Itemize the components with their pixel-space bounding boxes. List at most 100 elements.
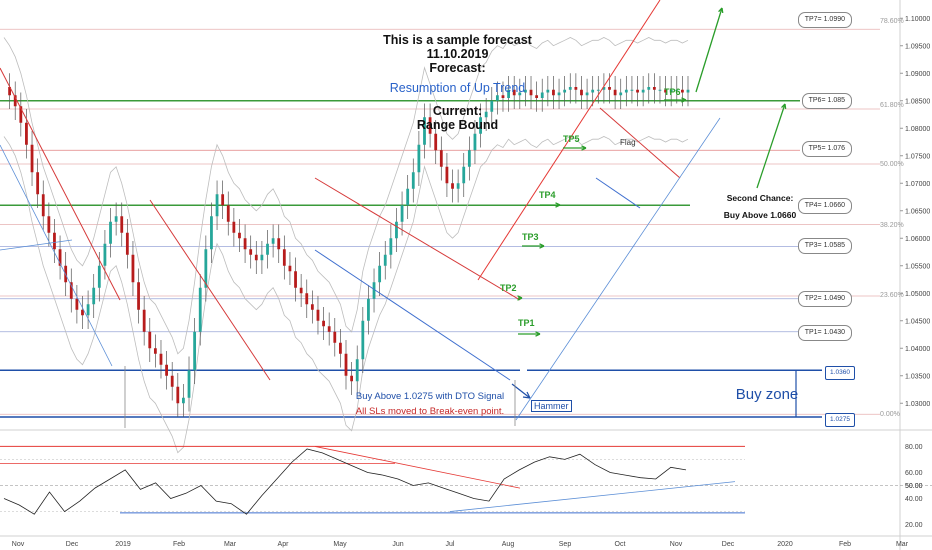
tp1-tag: TP1= 1.0430 (797, 325, 852, 341)
second-chance-arrow-head (781, 103, 787, 110)
second-chance-arrow (756, 103, 786, 189)
candle-body-78 (439, 150, 443, 167)
candle-body-90 (507, 89, 510, 98)
candle-body-55 (310, 304, 314, 310)
time-axis-label-14: 2020 (777, 541, 793, 548)
candle-body-121 (680, 89, 684, 93)
candle-body-45 (254, 254, 258, 261)
candle-body-64 (361, 320, 365, 360)
trendline-down-2 (149, 199, 271, 381)
forecast-label: Forecast: (429, 61, 486, 75)
sl-note: All SLs moved to Break-even point. (355, 406, 505, 417)
candle-body-27 (153, 348, 157, 354)
candle-body-58 (327, 326, 331, 332)
candle-body-86 (484, 111, 488, 118)
time-axis-label-16: Mar (896, 541, 909, 548)
price-axis-label-8: 1.06000 (905, 236, 930, 243)
forecast-arrow-up (695, 7, 723, 93)
time-axis-label-3: Feb (173, 541, 185, 548)
candle-body-87 (490, 100, 494, 112)
candle-body-2 (13, 95, 17, 107)
candle-body-38 (215, 194, 219, 217)
osc-axis-label-1: 60.00 (905, 470, 923, 477)
uptrend-support (515, 117, 721, 421)
candle-body-100 (563, 89, 567, 93)
candle-body-96 (540, 92, 544, 98)
sample-forecast-text: This is a sample forecast (383, 33, 532, 47)
osc-axis-label-3: 40.00 (905, 496, 923, 503)
candle-body-105 (591, 89, 595, 93)
candle-body-1 (8, 87, 12, 96)
price-axis-label-13: 1.03500 (905, 373, 930, 380)
candle-body-35 (198, 287, 202, 332)
candle-body-122 (686, 89, 690, 93)
candle-body-85 (479, 117, 482, 134)
candle-body-93 (524, 89, 527, 93)
upper-band (3, 37, 689, 355)
candle-body-63 (355, 359, 359, 382)
candle-body-26 (148, 331, 152, 349)
candle-body-29 (165, 364, 168, 376)
tp5-arrow-head (581, 145, 587, 151)
oscillator-line (3, 448, 687, 515)
candle-body-80 (451, 183, 454, 189)
candle-body-112 (630, 89, 634, 91)
candle-body-68 (383, 254, 387, 266)
buy-zone-label: Buy zone (735, 386, 799, 403)
candle-body-116 (652, 87, 656, 90)
price-axis-label-9: 1.05500 (905, 263, 930, 270)
candle-body-24 (137, 282, 140, 310)
candle-body-21 (120, 216, 124, 233)
candle-body-3 (19, 106, 23, 123)
channel-blue-1 (0, 144, 113, 367)
candle-body-114 (641, 89, 645, 93)
candle-body-5 (30, 144, 34, 173)
tp5-label: TP5 (563, 134, 580, 144)
price-axis-label-5: 1.07500 (905, 153, 930, 160)
candle-body-95 (535, 95, 539, 98)
candle-body-41 (232, 221, 236, 233)
tp3-label: TP3 (522, 232, 539, 242)
candle-body-57 (322, 320, 325, 327)
tp3-arrow-head (539, 243, 545, 249)
candle-body-48 (271, 238, 275, 244)
candle-body-66 (372, 282, 376, 299)
candle-body-15 (86, 304, 90, 316)
price-axis-label-2: 1.09000 (905, 71, 930, 78)
tp4-tag: TP4= 1.0660 (797, 198, 852, 214)
tp6-arrow-head (681, 97, 687, 103)
candle-body-97 (546, 89, 550, 93)
candle-body-62 (350, 375, 354, 382)
candle-body-25 (142, 309, 146, 332)
candle-body-76 (428, 117, 432, 134)
candle-body-8 (47, 216, 51, 233)
candle-body-69 (389, 238, 393, 255)
candle-body-14 (81, 309, 84, 316)
candle-body-23 (131, 254, 135, 283)
support-blue-left (0, 239, 73, 251)
candle-body-7 (41, 194, 45, 217)
hammer-arrow-head (522, 391, 531, 399)
time-axis-label-13: Dec (722, 541, 735, 548)
forecast-date: 11.10.2019 (426, 47, 489, 61)
price-axis-label-4: 1.08000 (905, 126, 930, 133)
osc-red-trend (314, 446, 521, 489)
time-axis-label-5: Apr (278, 541, 290, 548)
osc-axis-label-0: 80.00 (905, 444, 923, 451)
forecast-header: This is a sample forecast 11.10.2019 For… (350, 33, 565, 75)
candle-body-44 (249, 249, 253, 255)
candle-body-60 (338, 342, 342, 354)
fib-000: 0.00% (880, 411, 900, 418)
tp7-tag: TP7= 1.0990 (797, 12, 852, 28)
candle-body-10 (58, 249, 62, 266)
hammer-label: Hammer (531, 400, 572, 412)
candle-body-75 (423, 117, 426, 145)
current-label: Current: (432, 104, 483, 118)
time-axis-label-0: Nov (12, 541, 25, 548)
fib-236: 23.60% (880, 292, 904, 299)
current-value: Range Bound (416, 118, 499, 132)
time-axis-label-7: Jun (392, 541, 403, 548)
time-axis-label-11: Oct (615, 541, 626, 548)
candle-body-51 (288, 265, 292, 272)
candle-body-56 (316, 309, 320, 321)
